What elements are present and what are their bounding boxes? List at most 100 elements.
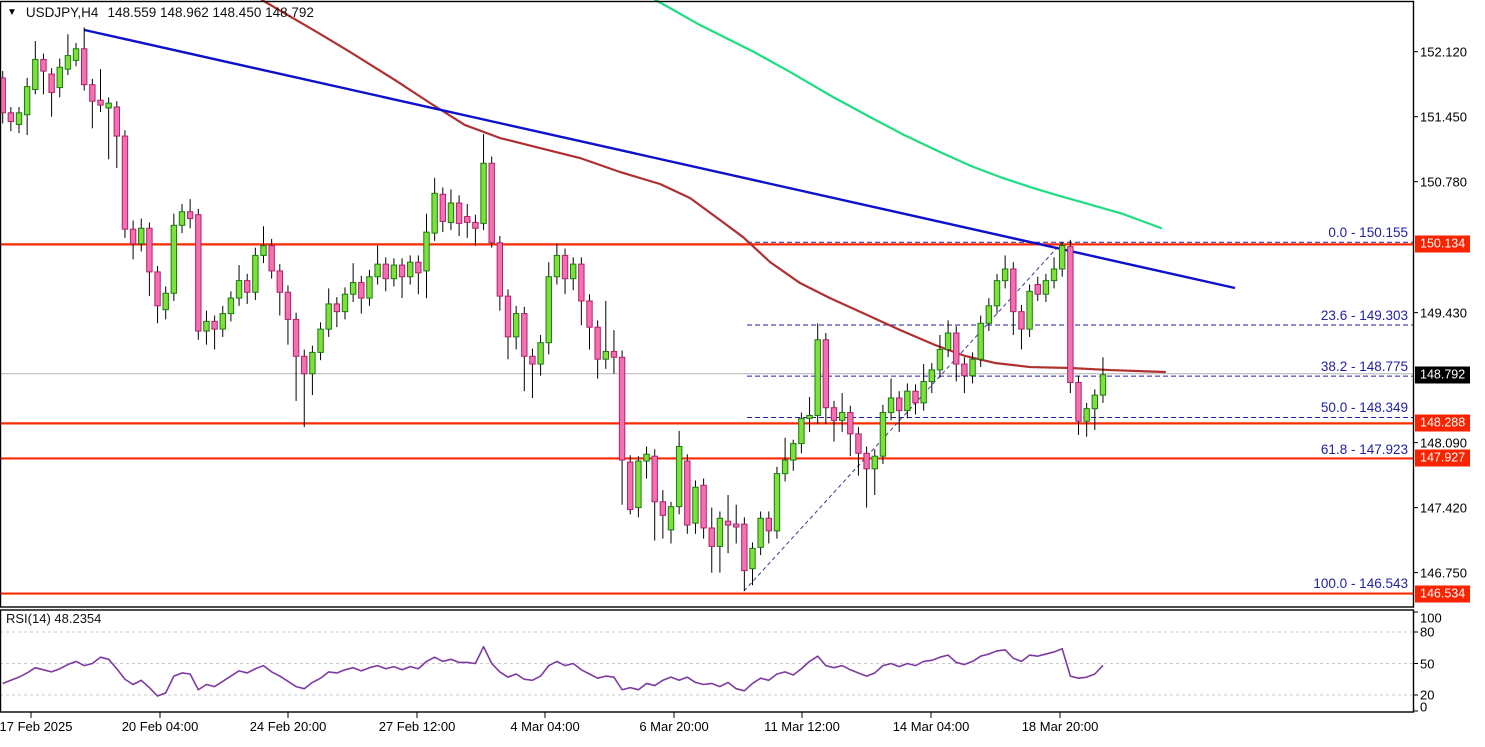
candle: [423, 231, 430, 272]
candle: [472, 221, 479, 229]
candle: [1034, 284, 1041, 295]
candle: [317, 328, 324, 353]
candle: [733, 523, 740, 528]
candle: [129, 228, 137, 245]
candle: [97, 99, 104, 106]
candle: [708, 527, 715, 547]
candle: [961, 363, 968, 377]
candle: [798, 417, 805, 445]
candle: [578, 263, 585, 302]
candle: [480, 162, 487, 224]
candle: [382, 263, 389, 280]
candle: [170, 224, 178, 294]
candle: [700, 484, 707, 529]
candle: [276, 270, 284, 293]
candle: [944, 332, 952, 350]
fib-level-label: 50.0 - 148.349: [1320, 400, 1408, 416]
candle: [1001, 268, 1009, 282]
rsi-scale-label: 50: [1420, 656, 1435, 671]
candle: [537, 342, 544, 365]
rsi-scale-label: 80: [1420, 624, 1435, 640]
candle: [561, 254, 569, 280]
candle: [570, 263, 577, 280]
candle: [178, 211, 186, 226]
candle: [659, 501, 667, 516]
candle: [887, 397, 895, 414]
date-label: 11 Mar 12:00: [764, 719, 840, 734]
candle: [1099, 374, 1107, 396]
candle: [806, 414, 813, 419]
candle: [309, 351, 316, 375]
candle: [1018, 311, 1025, 330]
rsi-scale-label: 0: [1420, 699, 1428, 715]
candle: [814, 339, 821, 416]
level-price-badge: 147.927: [1415, 449, 1471, 467]
candle: [227, 297, 235, 315]
candle: [1010, 268, 1017, 313]
candle: [618, 356, 626, 461]
level-price-badge: 150.134: [1415, 235, 1471, 253]
candle: [790, 443, 797, 461]
candle: [863, 452, 870, 470]
candle: [993, 280, 1001, 307]
candle: [15, 112, 23, 125]
candle: [912, 390, 919, 404]
candle: [113, 106, 120, 137]
candle: [830, 407, 838, 421]
price-tick-label: 148.090: [1420, 435, 1467, 451]
candle: [692, 486, 699, 524]
candle: [757, 517, 764, 548]
candle: [154, 271, 161, 307]
candle: [504, 295, 512, 338]
candle: [105, 102, 112, 109]
candle: [81, 48, 88, 86]
symbol-timeframe-label: USDJPY,H4: [25, 5, 99, 20]
candle: [871, 455, 878, 470]
candle: [89, 84, 96, 102]
candle: [455, 202, 463, 224]
candle: [301, 355, 308, 375]
candle: [333, 303, 341, 313]
candle: [1059, 245, 1066, 270]
candle: [244, 280, 251, 293]
rsi-scale-label: 100: [1420, 610, 1442, 626]
candle: [904, 390, 911, 412]
candle: [235, 280, 243, 299]
candle: [219, 313, 226, 330]
price-tick-label: 152.120: [1420, 44, 1467, 60]
candle: [366, 276, 373, 299]
fib-level-label: 38.2 - 148.775: [1320, 359, 1408, 375]
candle: [431, 192, 438, 234]
collapse-quotes-icon[interactable]: ▼: [7, 7, 17, 18]
descending-trendline: [83, 28, 1236, 290]
candle: [847, 412, 854, 435]
candle: [920, 381, 927, 404]
candle: [64, 55, 72, 70]
date-label: 20 Feb 04:00: [121, 719, 199, 734]
fib-level-label: 100.0 - 146.543: [1313, 575, 1408, 591]
candle: [358, 282, 365, 299]
candle: [838, 412, 846, 421]
candle: [969, 358, 976, 377]
candle: [512, 313, 520, 338]
candle: [7, 112, 15, 123]
candle: [724, 520, 732, 526]
candle: [586, 300, 593, 328]
chart-header: ▼ USDJPY,H4 148.559 148.962 148.450 148.…: [7, 5, 314, 20]
candle: [602, 350, 609, 360]
candle: [953, 332, 960, 365]
candle: [0, 77, 6, 114]
candle: [1083, 408, 1090, 422]
last-price-badge: 148.792: [1415, 366, 1471, 384]
rsi-scale-label: 20: [1420, 687, 1435, 703]
fib-level-label: 23.6 - 149.303: [1320, 307, 1408, 323]
fib-level-label: 61.8 - 147.923: [1320, 441, 1408, 457]
candle: [1026, 290, 1033, 330]
candle: [635, 460, 642, 509]
candle: [643, 453, 650, 462]
candle: [447, 202, 455, 223]
candle: [879, 412, 887, 457]
candle: [529, 355, 536, 365]
